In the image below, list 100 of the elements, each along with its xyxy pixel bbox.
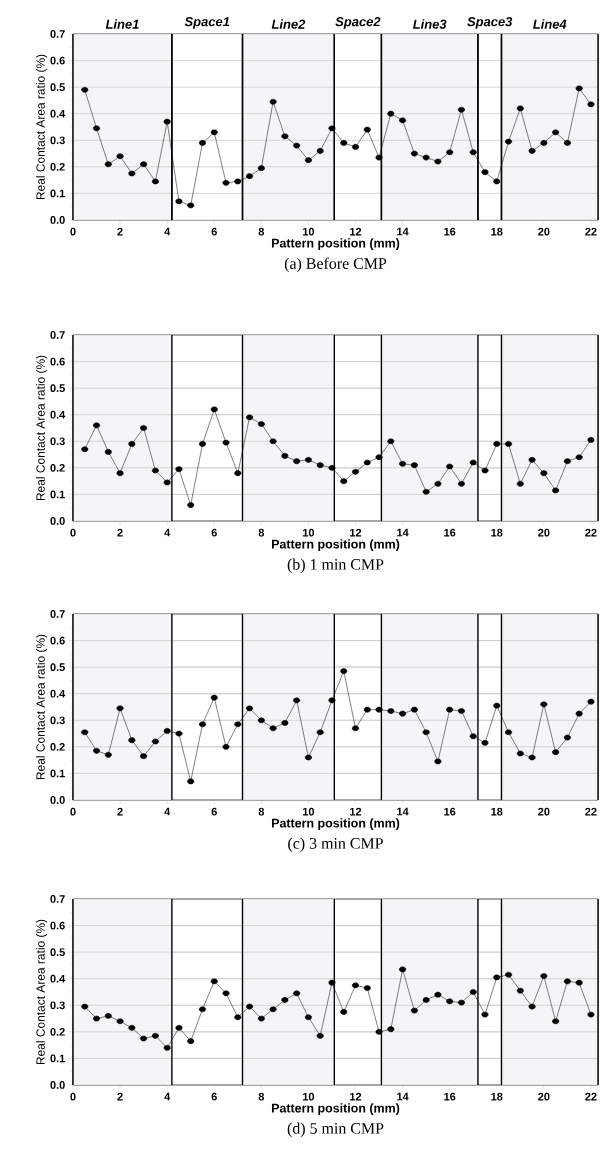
point (528, 1003, 536, 1010)
point (493, 441, 501, 447)
point (234, 178, 242, 185)
y-tick-label: 0.3 (50, 437, 65, 446)
y-tick-label: 0.2 (50, 742, 65, 751)
y-tick-label: 0.4 (50, 109, 66, 118)
point (128, 737, 136, 744)
point (481, 1011, 489, 1018)
point (340, 1009, 348, 1015)
y-tick-label: 0.2 (50, 162, 65, 171)
y-tick-label: 0.2 (50, 463, 65, 472)
point (328, 465, 336, 471)
y-axis-title: Real Contact Area ratio (%) (36, 634, 48, 780)
point (410, 706, 418, 713)
point (505, 441, 513, 447)
point (375, 1029, 383, 1035)
point (540, 701, 548, 708)
y-tick-label: 0.3 (50, 1001, 65, 1010)
point (363, 706, 371, 713)
point (175, 730, 183, 737)
point (187, 778, 195, 785)
band-label: Line3 (412, 19, 447, 29)
y-tick-label: 0.5 (50, 384, 65, 393)
x-tick-label: 6 (211, 528, 217, 537)
x-tick-label: 10 (303, 1092, 315, 1101)
point (187, 1038, 195, 1044)
y-tick-label: 0.4 (50, 974, 66, 983)
point (199, 721, 206, 728)
point (257, 1015, 265, 1022)
point (434, 758, 442, 765)
point (210, 694, 218, 701)
x-tick-label: 12 (350, 807, 362, 816)
y-tick-label: 0.0 (50, 1081, 65, 1089)
y-tick-label: 0.1 (50, 769, 65, 778)
point (587, 698, 595, 705)
point (528, 457, 536, 463)
point (469, 733, 477, 740)
text: (a) Before CMP (284, 257, 387, 273)
point (399, 710, 407, 717)
point (151, 738, 159, 745)
point (163, 728, 171, 734)
point (469, 459, 477, 466)
y-tick-label: 0.6 (50, 921, 65, 930)
point (563, 458, 571, 465)
band-label: Line4 (533, 19, 567, 29)
x-axis-title: Pattern position (mm) (271, 1103, 400, 1115)
point (457, 708, 465, 714)
point (93, 125, 101, 132)
point (410, 1007, 418, 1014)
point (422, 997, 430, 1003)
point (363, 985, 371, 991)
point (93, 422, 101, 429)
x-tick-label: 12 (350, 1092, 362, 1101)
y-axis-title: Real Contact Area ratio (%) (36, 54, 48, 200)
point (281, 720, 289, 726)
point (175, 198, 183, 205)
y-tick-label: 0.3 (50, 136, 65, 145)
x-axis-title: Pattern position (mm) (271, 539, 400, 551)
x-tick-label: 18 (491, 807, 503, 816)
y-tick-label: 0.2 (50, 1027, 65, 1036)
point (140, 753, 148, 759)
point (140, 1035, 148, 1042)
point (316, 148, 324, 154)
point (104, 161, 112, 168)
y-tick-label: 0.7 (50, 610, 65, 618)
point (199, 1006, 206, 1013)
point (446, 149, 454, 156)
x-tick-label: 16 (444, 227, 456, 236)
point (116, 705, 124, 712)
point (293, 142, 301, 149)
x-tick-label: 4 (164, 1092, 171, 1101)
point (387, 438, 395, 445)
point (399, 117, 407, 124)
point (528, 754, 536, 761)
text: (b) 1 min CMP (287, 558, 384, 573)
y-tick-label: 0.3 (50, 716, 65, 725)
point (246, 414, 254, 421)
point (304, 457, 312, 463)
x-tick-label: 12 (350, 528, 362, 537)
point (246, 173, 254, 179)
point (93, 747, 101, 754)
x-tick-label: 2 (117, 528, 123, 537)
point (340, 668, 348, 674)
x-tick-label: 18 (491, 528, 503, 537)
point (457, 480, 465, 487)
point (387, 110, 395, 117)
point (316, 462, 324, 469)
point (246, 705, 254, 712)
x-tick-label: 10 (303, 807, 315, 816)
x-tick-label: 2 (117, 227, 123, 236)
point (140, 161, 148, 168)
point (481, 467, 489, 474)
point (81, 1003, 89, 1010)
x-tick-label: 20 (538, 1092, 550, 1101)
point (281, 453, 289, 459)
x-tick-label: 4 (164, 227, 171, 236)
point (81, 446, 89, 453)
band-label: Line2 (271, 19, 306, 29)
y-tick-label: 0.5 (50, 663, 65, 672)
point (328, 697, 336, 704)
